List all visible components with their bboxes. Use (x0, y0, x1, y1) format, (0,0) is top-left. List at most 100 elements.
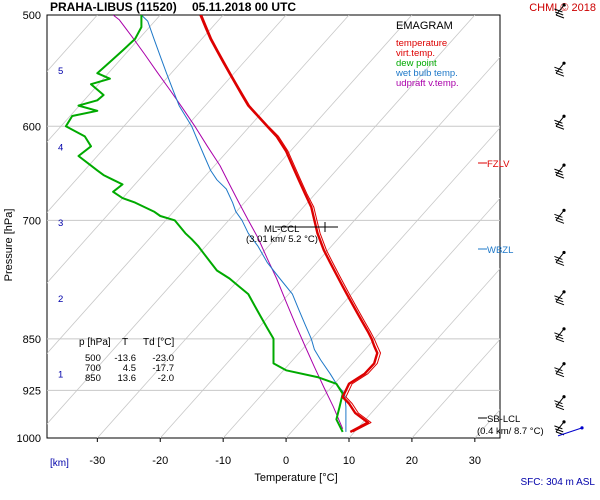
sb-lcl-annotation: SB-LCL (0.4 km/ 8.7 °C) (477, 414, 544, 437)
fzlv-label: FZLV (487, 159, 510, 170)
table-cell: 4.5 (123, 363, 136, 374)
skew-gridline (47, 15, 350, 355)
wind-barb-flag (554, 255, 563, 260)
wind-barb (554, 163, 566, 179)
wind-barb-flag (555, 406, 565, 411)
temperature-tick-label: -20 (152, 455, 168, 467)
skew-gridline (47, 15, 287, 284)
wind-barb-flag (554, 367, 563, 372)
wind-barb-flag (555, 14, 565, 19)
surface-wind-station (580, 426, 584, 430)
wind-barb-flag (555, 69, 564, 74)
wind-barb-flag (555, 298, 564, 303)
pressure-ticks: 500 600 700 850 925 1000 (17, 10, 41, 445)
wind-barb-flag (554, 213, 563, 218)
wind-barb (554, 114, 566, 130)
wind-barb-flag (554, 119, 563, 124)
wind-barb-flag (555, 219, 565, 224)
wind-barb-flag (554, 295, 563, 300)
sb-lcl-label: SB-LCL (487, 414, 520, 425)
wind-barb-flag (555, 11, 564, 16)
y-axis-label: Pressure [hPa] (3, 209, 15, 282)
table-header-p: p [hPa] (79, 337, 111, 348)
wind-barb (554, 362, 566, 378)
temperature-ticks: -30 -20 -10 0 10 20 30 (89, 438, 481, 467)
sounding-table: p [hPa] T Td [°C] 500 -13.6 -23.0 700 4.… (79, 337, 174, 384)
table-cell: 700 (85, 363, 101, 374)
surface-wind-barb (557, 426, 584, 437)
wind-barb-flag (554, 66, 563, 71)
wind-barb-flag (555, 403, 564, 408)
temperature-tick-label: 30 (469, 455, 481, 467)
sfc-label: SFC: 304 m ASL (521, 477, 596, 488)
wind-barb (554, 208, 566, 224)
table-cell: -17.7 (152, 363, 174, 374)
skew-gridline (47, 15, 161, 143)
wind-barb-station (562, 250, 566, 255)
table-cell: -23.0 (152, 353, 174, 364)
wind-barb-station (562, 290, 566, 294)
skew-gridline (47, 15, 224, 214)
series-line-udpraft-v-temp (112, 15, 344, 429)
series-line-dew-point (64, 15, 344, 433)
wind-barb-flag (554, 168, 563, 173)
temperature-tick-label: 10 (343, 455, 355, 467)
wind-barb-flag (555, 338, 565, 343)
km-unit-label: [km] (50, 458, 69, 469)
pressure-tick-label: 600 (23, 121, 41, 133)
surface-wind-shaft (557, 427, 583, 437)
wind-barb-station (562, 163, 566, 167)
pressure-tick-label: 700 (23, 215, 41, 227)
wind-barbs (554, 3, 584, 437)
wind-barb-flag (555, 216, 564, 221)
wind-barb-station (562, 395, 566, 399)
skew-gridline (411, 338, 500, 438)
temperature-tick-label: 0 (283, 455, 289, 467)
legend-dew-point: dew point (396, 58, 437, 69)
legend-updraft: udpraft v.temp. (396, 78, 459, 89)
km-tick-label: 1 (58, 370, 63, 381)
wind-barb-station (562, 420, 566, 424)
pressure-tick-label: 500 (23, 10, 41, 22)
station-title: PRAHA-LIBUS (11520) (50, 0, 177, 14)
wind-barb-station (562, 327, 566, 331)
table-cell: -13.6 (114, 353, 136, 364)
wind-barb-station (562, 114, 566, 118)
pressure-tick-label: 925 (23, 385, 41, 397)
wind-barb-station (562, 3, 566, 7)
skew-gridline (222, 127, 500, 438)
temperature-tick-label: -30 (89, 455, 105, 467)
wind-barb-flag (554, 425, 563, 430)
wind-barb (554, 250, 566, 266)
table-cell: 13.6 (118, 373, 137, 384)
ml-ccl-label: ML-CCL (264, 224, 299, 235)
wind-barb (554, 3, 566, 19)
wind-barb-station (562, 362, 566, 366)
dry-adiabat-grid (47, 15, 500, 438)
wind-barb (554, 290, 566, 306)
km-tick-label: 2 (58, 294, 63, 305)
temperature-tick-label: -10 (215, 455, 231, 467)
wind-barb-flag (555, 258, 564, 263)
pressure-tick-label: 850 (23, 334, 41, 346)
ml-ccl-annotation: ML-CCL (3.01 km/ 5.2 °C) (246, 222, 338, 245)
height-km-ticks: 1 2 3 4 5 (58, 66, 63, 381)
skew-gridline (285, 197, 500, 438)
wind-barb-flag (555, 72, 565, 77)
wind-barb-flag (554, 332, 563, 337)
wbzl-label: WBZL (487, 245, 513, 256)
temperature-tick-label: 20 (406, 455, 418, 467)
table-header-td: Td [°C] (143, 337, 174, 348)
km-tick-label: 3 (58, 218, 63, 229)
wind-barb-station (562, 208, 566, 212)
legend-wet-bulb: wet bulb temp. (395, 68, 458, 79)
plot-frame (46, 14, 501, 439)
legend-title: EMAGRAM (396, 20, 453, 32)
table-cell: 500 (85, 353, 101, 364)
wind-barb (554, 420, 566, 436)
skew-gridline (348, 268, 500, 438)
wind-barb-flag (555, 122, 564, 127)
datetime-title: 05.11.2018 00 UTC (192, 0, 296, 14)
table-cell: 850 (85, 373, 101, 384)
